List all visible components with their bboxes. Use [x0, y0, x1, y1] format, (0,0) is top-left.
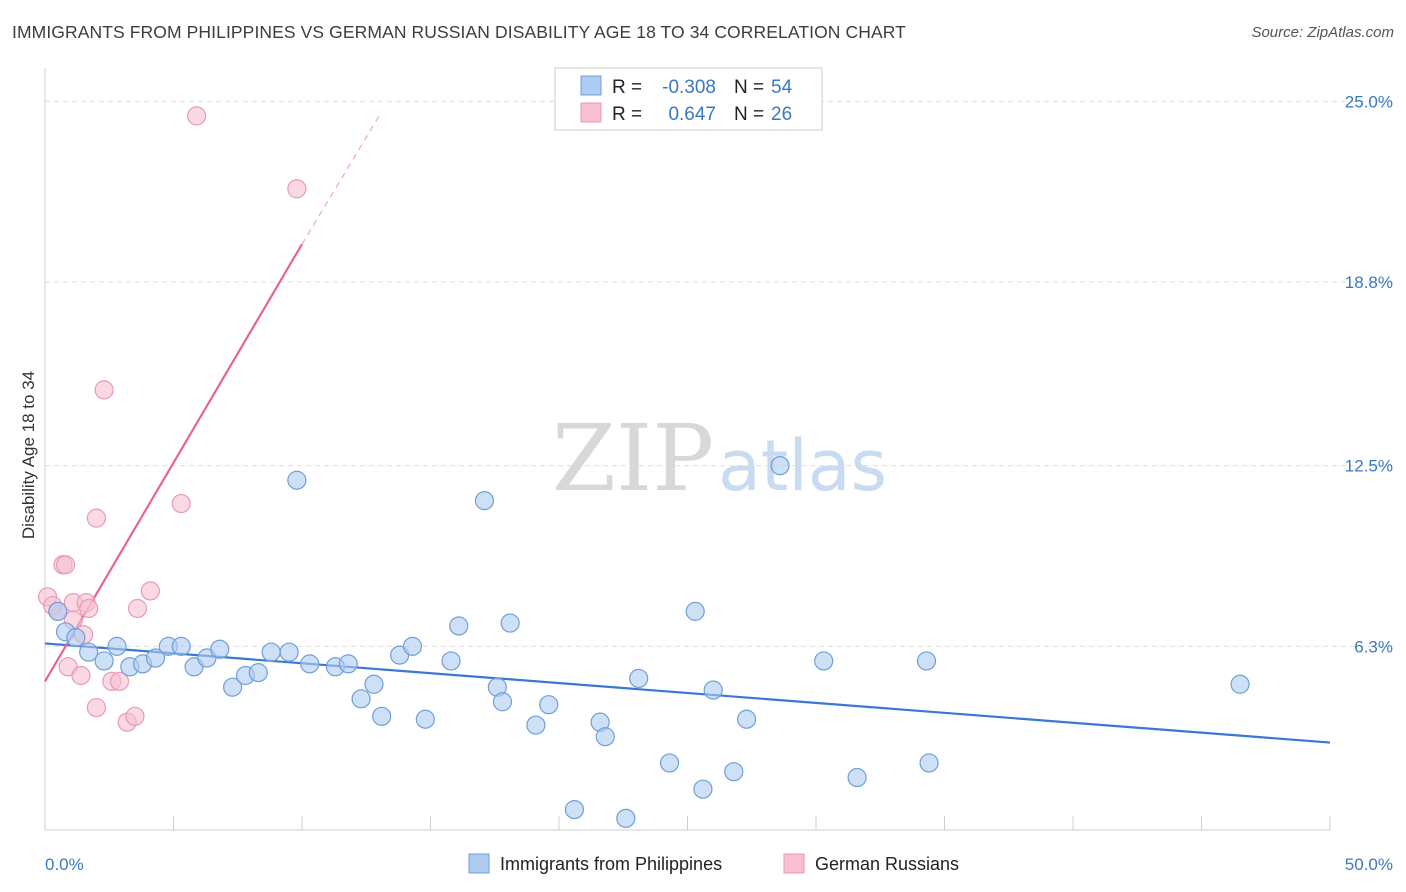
watermark-zip: ZIP	[552, 405, 714, 512]
trend-line-philippines	[44, 642, 1331, 744]
point-philippines	[724, 762, 744, 782]
legend-n-value-2: 26	[771, 104, 792, 125]
point-german-russians	[86, 697, 107, 718]
bottom-legend-swatch-pink	[783, 853, 805, 874]
point-german-russians	[55, 555, 76, 575]
source-credit: Source: ZipAtlas.com	[1251, 24, 1394, 41]
point-philippines	[79, 642, 99, 662]
point-german-russians	[86, 508, 107, 528]
legend-r-value-2: 0.647	[668, 104, 716, 125]
legend-swatch-blue	[580, 75, 602, 96]
point-philippines	[94, 651, 114, 671]
point-german-russians	[127, 598, 148, 619]
point-philippines	[338, 654, 358, 674]
axes	[44, 68, 1331, 831]
y-tick-label: 12.5%	[1345, 457, 1393, 476]
legend-n-label-2: N =	[734, 104, 764, 125]
point-philippines	[616, 808, 636, 828]
y-tick-labels: 6.3% 12.5% 18.8% 25.0%	[1345, 92, 1393, 656]
point-german-russians	[71, 665, 91, 686]
point-philippines	[351, 689, 371, 709]
point-german-russians	[187, 106, 207, 126]
y-tick-label: 6.3%	[1354, 637, 1393, 656]
point-philippines	[66, 628, 86, 648]
bottom-legend: Immigrants from Philippines German Russi…	[468, 853, 959, 874]
bottom-legend-label-2: German Russians	[815, 854, 959, 874]
point-philippines	[449, 616, 469, 636]
legend-r-label-2: R =	[612, 104, 642, 125]
point-philippines	[300, 654, 320, 674]
point-german-russians	[109, 671, 130, 691]
chart-title: IMMIGRANTS FROM PHILIPPINES VS GERMAN RU…	[12, 22, 906, 42]
trend-line-german-russians-extension	[301, 115, 380, 245]
point-philippines	[1230, 674, 1250, 694]
x-tick-labels: 0.0% 50.0%	[45, 855, 1393, 874]
point-philippines	[770, 456, 790, 476]
legend-r-label-1: R =	[612, 77, 642, 98]
watermark: ZIP atlas	[552, 405, 887, 512]
point-philippines	[48, 601, 68, 621]
point-philippines	[261, 642, 281, 662]
point-philippines	[847, 767, 867, 788]
point-philippines	[526, 715, 546, 735]
point-philippines	[693, 779, 713, 799]
point-philippines	[595, 727, 615, 747]
legend-box: R = -0.308 N = 54 R = 0.647 N = 26	[554, 67, 823, 131]
legend-n-label-1: N =	[734, 77, 764, 98]
point-philippines	[415, 709, 435, 729]
y-tick-label: 25.0%	[1345, 92, 1393, 111]
grid-lines	[45, 100, 1395, 647]
point-philippines	[474, 491, 495, 511]
point-philippines	[210, 639, 230, 659]
data-points	[37, 106, 1250, 828]
y-axis-label: Disability Age 18 to 34	[19, 371, 38, 539]
bottom-legend-label-1: Immigrants from Philippines	[500, 854, 722, 874]
point-philippines	[539, 695, 559, 715]
point-philippines	[223, 677, 243, 697]
point-german-russians	[140, 581, 160, 601]
point-philippines	[629, 668, 649, 689]
point-philippines	[364, 674, 384, 694]
legend-r-value-1: -0.308	[662, 77, 716, 98]
point-philippines	[248, 663, 268, 683]
point-philippines	[145, 648, 166, 668]
x-tick-label-max: 50.0%	[1345, 855, 1393, 874]
point-philippines	[171, 636, 191, 656]
point-philippines	[919, 753, 939, 773]
point-philippines	[492, 692, 513, 712]
legend-swatch-pink	[580, 102, 602, 123]
point-philippines	[685, 601, 705, 621]
point-german-russians	[125, 706, 145, 726]
point-philippines	[659, 753, 680, 773]
point-german-russians	[171, 493, 191, 514]
point-philippines	[287, 470, 307, 490]
point-german-russians	[94, 380, 114, 400]
point-philippines	[814, 651, 834, 671]
point-philippines	[372, 706, 392, 726]
point-philippines	[500, 613, 520, 633]
point-philippines	[402, 636, 423, 656]
point-german-russians	[79, 598, 99, 619]
point-philippines	[737, 709, 757, 729]
bottom-legend-swatch-blue	[468, 853, 490, 874]
point-philippines	[564, 799, 585, 820]
point-philippines	[279, 642, 299, 662]
point-philippines	[441, 651, 461, 671]
watermark-atlas: atlas	[718, 425, 887, 507]
point-philippines	[916, 651, 937, 671]
point-philippines	[107, 636, 127, 656]
point-german-russians	[287, 179, 307, 199]
y-tick-label: 18.8%	[1345, 273, 1393, 292]
x-tick-label-min: 0.0%	[45, 855, 84, 874]
legend-n-value-1: 54	[771, 77, 793, 98]
point-philippines	[703, 680, 723, 700]
